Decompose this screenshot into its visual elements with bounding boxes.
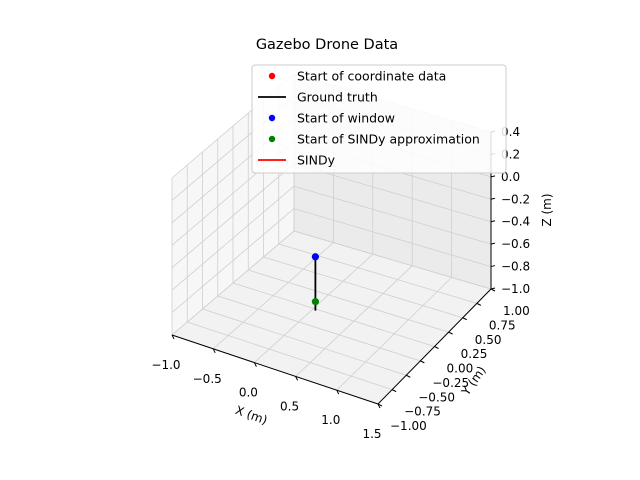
x-tick-mark — [171, 334, 175, 340]
x-tick-label: 1.5 — [362, 427, 381, 441]
y-tick-mark — [377, 403, 383, 407]
y-tick-label: 0.00 — [447, 362, 474, 376]
z-tick-label: −1.0 — [501, 282, 530, 296]
y-tick-label: 1.00 — [503, 304, 530, 318]
y-tick-label: −0.25 — [432, 376, 469, 390]
z-grid-line — [171, 208, 295, 313]
z-grid-line — [171, 230, 295, 336]
x-tick-label: −0.5 — [193, 372, 222, 386]
y-grid-line — [202, 308, 407, 376]
y-tick-label: −0.75 — [404, 405, 441, 419]
floor-pane — [172, 231, 491, 404]
y-grid-line — [217, 295, 421, 362]
start-of-sindy-point — [311, 298, 319, 306]
legend-label: Ground truth — [297, 90, 378, 105]
z-tick-mark — [490, 220, 496, 223]
y-tick-label: 0.25 — [461, 347, 488, 361]
y-tick-label: −1.00 — [390, 419, 427, 433]
legend-marker — [268, 135, 276, 143]
x-tick-label: −1.0 — [151, 358, 180, 372]
y-grid-line — [187, 321, 393, 391]
chart-title: Gazebo Drone Data — [256, 37, 398, 53]
z-tick-mark — [490, 265, 496, 268]
z-tick-mark — [490, 242, 496, 245]
z-tick-label: 0.0 — [501, 170, 520, 184]
z-tick-mark — [490, 197, 496, 200]
z-grid-line — [171, 163, 295, 269]
x-tick-mark — [212, 348, 216, 354]
x-axis-line — [171, 334, 379, 405]
x-axis-label: X (m) — [233, 403, 269, 427]
y-tick-mark — [406, 374, 411, 378]
y-tick-mark — [448, 331, 453, 335]
y-grid-line — [278, 243, 477, 304]
legend-marker — [268, 114, 276, 122]
y-tick-label: 0.50 — [475, 333, 502, 347]
z-grid-line — [171, 185, 295, 291]
y-grid-line — [263, 256, 463, 319]
legend-label: Start of SINDy approximation — [297, 132, 480, 147]
z-tick-mark — [490, 287, 496, 290]
x-tick-mark — [253, 362, 257, 367]
legend-label: Start of coordinate data — [297, 69, 446, 84]
data-marks — [311, 253, 319, 311]
y-tick-mark — [434, 346, 439, 349]
z-grid-line — [293, 208, 492, 267]
z-tick-label: −0.8 — [501, 260, 530, 274]
z-tick-mark — [490, 175, 496, 178]
x-tick-label: 1.0 — [321, 413, 340, 427]
x-tick-mark — [336, 389, 340, 395]
y-tick-label: −0.50 — [418, 390, 455, 404]
y-tick-mark — [476, 302, 482, 306]
legend: Start of coordinate data Ground truth Star… — [251, 64, 507, 174]
z-grid-line — [293, 230, 492, 290]
z-axis-label: Z (m) — [540, 193, 554, 226]
x-tick-label: 0.5 — [280, 399, 299, 413]
y-grid-line — [232, 282, 435, 347]
start-of-window-point — [311, 253, 319, 261]
grid-lines — [171, 73, 492, 405]
y-tick-mark — [420, 360, 425, 364]
z-tick-label: −0.4 — [501, 215, 530, 229]
x-tick-label: 0.0 — [239, 386, 258, 400]
x-tick-mark — [295, 376, 299, 381]
y-grid-line — [248, 269, 449, 333]
y-tick-mark — [391, 389, 397, 393]
z-tick-label: −0.6 — [501, 237, 530, 251]
z-tick-label: −0.2 — [501, 192, 530, 206]
legend-label: SINDy — [297, 153, 336, 168]
legend-label: Start of window — [297, 111, 395, 126]
y-tick-label: 0.75 — [489, 318, 516, 332]
y-tick-mark — [462, 317, 467, 321]
tick-labels: −1.0 −0.5 0.0 0.5 1.0 1.5 −1.00−0.75−0.50−0.25… — [151, 125, 530, 441]
z-grid-line — [293, 185, 492, 245]
legend-box — [251, 64, 507, 174]
legend-marker — [268, 72, 276, 80]
